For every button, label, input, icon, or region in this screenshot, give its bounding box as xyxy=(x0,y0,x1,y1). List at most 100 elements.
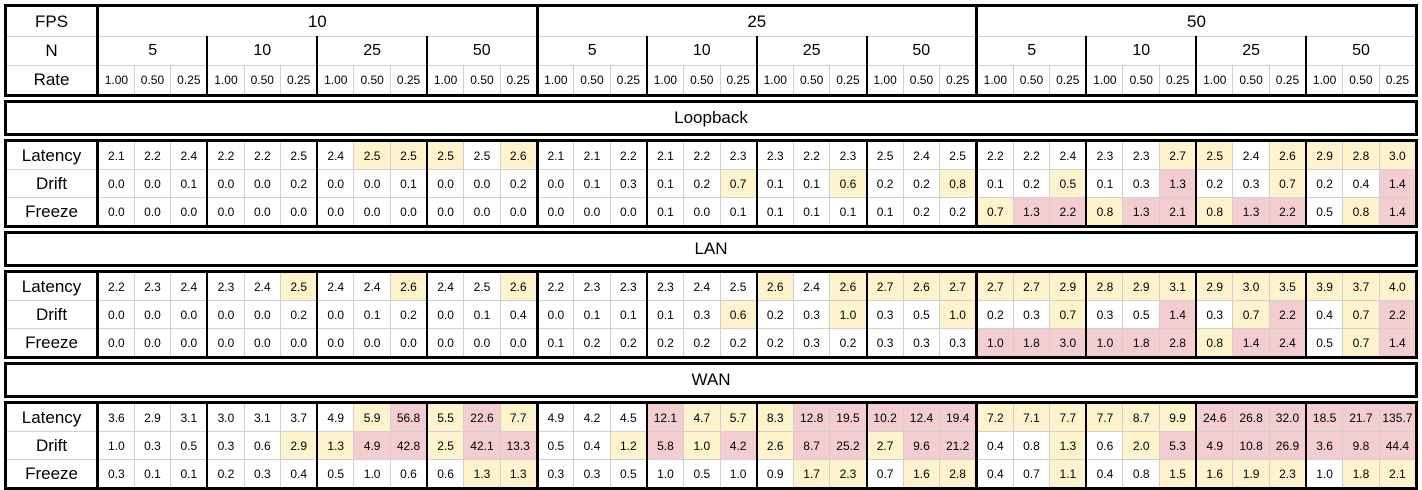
value-cell: 24.6 xyxy=(1195,401,1234,432)
value-cell: 2.7 xyxy=(865,270,904,301)
section-header-loopback: Loopback xyxy=(4,100,1418,136)
value-cell: 19.5 xyxy=(829,401,868,432)
value-cell: 0.0 xyxy=(535,169,575,198)
value-cell: 2.1 xyxy=(535,139,575,170)
value-cell: 1.2 xyxy=(609,431,648,460)
value-cell: 0.4 xyxy=(1085,459,1124,490)
value-cell: 2.6 xyxy=(499,270,539,301)
value-cell: 0.1 xyxy=(719,197,758,228)
rate-header: 0.50 xyxy=(682,65,721,97)
value-cell: 13.3 xyxy=(499,431,539,460)
value-cell: 0.2 xyxy=(902,169,941,198)
rate-header: 1.00 xyxy=(535,65,575,97)
value-cell: 4.9 xyxy=(316,401,355,432)
value-cell: 1.3 xyxy=(1122,197,1161,228)
value-cell: 2.5 xyxy=(426,431,465,460)
value-cell: 9.8 xyxy=(1342,431,1380,460)
rate-header: 1.00 xyxy=(865,65,904,97)
value-cell: 1.0 xyxy=(1305,459,1344,490)
rate-header: 0.50 xyxy=(243,65,282,97)
value-cell: 0.4 xyxy=(573,431,611,460)
value-cell: 1.8 xyxy=(1122,328,1161,359)
value-cell: 0.1 xyxy=(645,169,684,198)
value-cell: 0.1 xyxy=(133,459,172,490)
value-cell: 0.0 xyxy=(463,197,501,228)
value-cell: 2.4 xyxy=(243,270,282,301)
value-cell: 1.6 xyxy=(1195,459,1234,490)
value-cell: 1.0 xyxy=(829,300,868,329)
value-cell: 2.5 xyxy=(939,139,979,170)
value-cell: 0.0 xyxy=(353,197,391,228)
value-cell: 0.3 xyxy=(792,300,831,329)
value-cell: 18.5 xyxy=(1305,401,1344,432)
value-cell: 0.1 xyxy=(755,169,794,198)
value-cell: 3.5 xyxy=(1268,270,1307,301)
data-row-latency: Latency 3.6 2.9 3.1 3.0 3.1 3.7 4.9 5.9 56.8 5.5 22… xyxy=(3,401,1419,432)
rate-header: 0.25 xyxy=(1378,65,1419,97)
value-cell: 0.3 xyxy=(535,459,575,490)
value-cell: 0.7 xyxy=(1232,300,1270,329)
rate-header: 0.25 xyxy=(609,65,648,97)
header-fps-row: FPS 10 25 50 xyxy=(3,4,1418,37)
metric-label: Drift xyxy=(3,169,100,198)
rate-header: 0.25 xyxy=(939,65,979,97)
value-cell: 0.2 xyxy=(682,328,721,359)
value-cell: 0.0 xyxy=(243,300,282,329)
value-cell: 9.6 xyxy=(902,431,941,460)
n-header-25: 25 xyxy=(755,36,868,66)
value-cell: 0.2 xyxy=(829,328,868,359)
value-cell: 0.5 xyxy=(1049,169,1087,198)
value-cell: 12.4 xyxy=(902,401,941,432)
value-cell: 2.3 xyxy=(1268,459,1307,490)
value-cell: 0.2 xyxy=(755,300,794,329)
value-cell: 2.6 xyxy=(389,270,428,301)
value-cell: 0.0 xyxy=(389,197,428,228)
value-cell: 2.3 xyxy=(829,459,868,490)
value-cell: 2.1 xyxy=(645,139,684,170)
value-cell: 2.9 xyxy=(1049,270,1087,301)
value-cell: 2.7 xyxy=(939,270,979,301)
metric-label: Latency xyxy=(3,401,100,432)
value-cell: 10.2 xyxy=(865,401,904,432)
value-cell: 32.0 xyxy=(1268,401,1307,432)
n-header-50: 50 xyxy=(426,36,539,66)
value-cell: 12.8 xyxy=(792,401,831,432)
value-cell: 2.6 xyxy=(1268,139,1307,170)
value-cell: 1.0 xyxy=(1085,328,1124,359)
value-cell: 1.4 xyxy=(1378,197,1419,228)
value-cell: 1.7 xyxy=(792,459,831,490)
value-cell: 2.2 xyxy=(1049,197,1087,228)
value-cell: 0.2 xyxy=(280,300,318,329)
value-cell: 0.2 xyxy=(719,328,758,359)
rate-header: 0.50 xyxy=(1012,65,1051,97)
value-cell: 0.0 xyxy=(499,328,539,359)
value-cell: 2.2 xyxy=(1012,139,1051,170)
value-cell: 0.3 xyxy=(865,328,904,359)
value-cell: 21.2 xyxy=(939,431,979,460)
value-cell: 2.7 xyxy=(865,431,904,460)
value-cell: 0.1 xyxy=(755,197,794,228)
value-cell: 0.2 xyxy=(645,328,684,359)
value-cell: 0.7 xyxy=(865,459,904,490)
value-cell: 21.7 xyxy=(1342,401,1380,432)
value-cell: 0.2 xyxy=(280,169,318,198)
value-cell: 2.4 xyxy=(353,270,391,301)
value-cell: 2.8 xyxy=(1085,270,1124,301)
value-cell: 2.4 xyxy=(426,270,465,301)
n-header-50: 50 xyxy=(1305,36,1419,66)
data-row-freeze: Freeze 0.3 0.1 0.1 0.2 0.3 0.4 0.5 1.0 0.6 0.6 1.3 1… xyxy=(3,459,1419,490)
value-cell: 0.0 xyxy=(316,197,355,228)
rate-header: 0.50 xyxy=(792,65,831,97)
value-cell: 1.0 xyxy=(96,431,135,460)
rate-header: 0.25 xyxy=(1049,65,1087,97)
rate-label: Rate xyxy=(3,65,100,97)
value-cell: 2.3 xyxy=(1085,139,1124,170)
value-cell: 0.5 xyxy=(682,459,721,490)
value-cell: 0.0 xyxy=(573,197,611,228)
value-cell: 0.7 xyxy=(1342,328,1380,359)
value-cell: 2.5 xyxy=(1195,139,1234,170)
value-cell: 1.0 xyxy=(719,459,758,490)
value-cell: 0.5 xyxy=(1122,300,1161,329)
value-cell: 0.2 xyxy=(902,197,941,228)
value-cell: 1.0 xyxy=(645,459,684,490)
